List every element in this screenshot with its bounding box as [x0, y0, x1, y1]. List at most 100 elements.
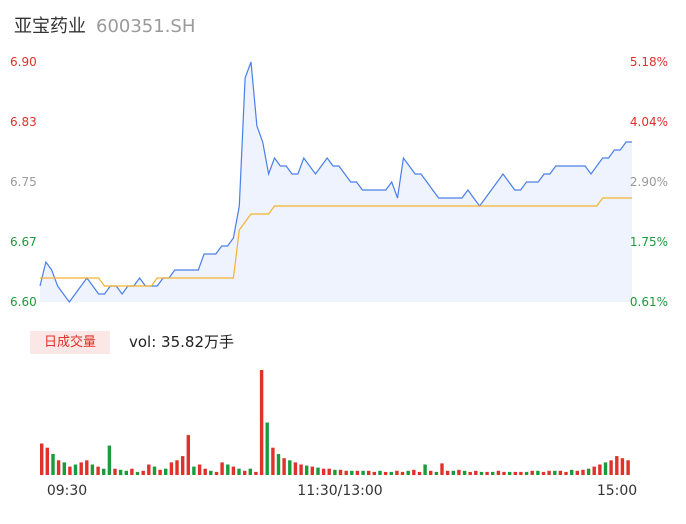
volume-bar — [558, 470, 563, 475]
volume-bar — [496, 470, 501, 475]
volume-bar — [564, 471, 568, 475]
y-tick-right: 5.18% — [630, 55, 668, 69]
stock-title: 亚宝药业 600351.SH — [14, 12, 195, 38]
volume-bar — [45, 447, 49, 475]
volume-bar — [355, 470, 360, 475]
volume-bar — [620, 458, 625, 475]
volume-bar — [344, 470, 348, 475]
volume-bar — [51, 454, 55, 475]
volume-bar — [62, 462, 66, 475]
average-price-line — [40, 197, 632, 287]
volume-bar — [417, 471, 422, 475]
volume-bar — [310, 466, 314, 475]
x-tick-label: 15:00 — [597, 483, 637, 499]
y-tick-right: 2.90% — [630, 175, 668, 189]
volume-bar — [305, 465, 309, 475]
volume-bar — [378, 470, 382, 475]
volume-bar — [231, 466, 236, 475]
volume-bar — [164, 468, 168, 475]
volume-bar — [276, 454, 281, 475]
volume-bar — [479, 471, 484, 475]
y-tick-left: 6.67 — [10, 235, 37, 249]
volume-bar — [406, 470, 410, 475]
volume-bar — [113, 468, 117, 475]
volume-bar — [85, 460, 89, 475]
volume-bar — [389, 471, 393, 475]
volume-bar — [513, 471, 517, 475]
y-tick-right: 0.61% — [630, 295, 668, 309]
volume-bar — [372, 471, 376, 475]
volume-bar — [203, 468, 207, 475]
volume-bar — [226, 464, 230, 475]
volume-bar — [316, 467, 320, 475]
volume-bar — [457, 469, 461, 476]
volume-bar — [434, 471, 439, 475]
x-tick-label: 09:30 — [47, 483, 87, 499]
volume-bar — [158, 469, 162, 476]
volume-bar — [118, 469, 123, 476]
y-tick-left: 6.60 — [10, 295, 37, 309]
volume-bar — [429, 470, 433, 475]
volume-bar — [56, 460, 61, 475]
volume-bar — [293, 462, 298, 475]
volume-bar — [615, 456, 619, 475]
price-area-fill — [40, 62, 632, 302]
volume-bar — [530, 470, 534, 475]
volume-bar — [575, 470, 579, 475]
volume-bar — [383, 471, 388, 475]
y-tick-right: 1.75% — [630, 235, 668, 249]
volume-bar — [333, 469, 337, 476]
x-tick-label: 11:30/13:00 — [297, 483, 382, 499]
volume-bar — [186, 435, 190, 475]
volume-bar — [197, 464, 202, 475]
volume-bar — [468, 471, 472, 475]
volume-bar — [626, 460, 630, 475]
price-line — [39, 61, 632, 304]
volume-bar — [570, 469, 574, 476]
volume-bar — [609, 460, 613, 475]
volume-bar — [107, 445, 112, 475]
volume-bar — [147, 464, 151, 475]
volume-bar — [237, 468, 241, 475]
volume-bar — [338, 469, 343, 476]
volume-bar — [209, 470, 213, 475]
volume-bar — [135, 471, 140, 475]
stock-name: 亚宝药业 — [14, 16, 86, 37]
volume-bar — [214, 471, 219, 475]
volume-bar — [192, 466, 196, 475]
volume-bar — [547, 470, 551, 475]
volume-bar — [79, 462, 83, 475]
volume-bar — [361, 470, 365, 475]
volume-bar — [243, 470, 247, 475]
y-tick-left: 6.83 — [10, 115, 37, 129]
volume-bar — [412, 469, 416, 476]
volume-bar — [423, 464, 427, 475]
volume-bar — [400, 471, 405, 475]
volume-bar — [350, 470, 354, 475]
volume-bar — [175, 460, 179, 475]
volume-bar — [367, 470, 371, 475]
tab-daily-volume[interactable]: 日成交量 — [30, 331, 110, 354]
volume-bar — [96, 466, 100, 475]
volume-bar — [445, 470, 450, 475]
volume-bar — [581, 469, 585, 476]
volume-bar — [68, 466, 72, 475]
volume-bar — [321, 468, 326, 475]
volume-bar — [265, 422, 269, 475]
volume-bar — [451, 470, 455, 475]
volume-bar — [73, 464, 78, 475]
volume-bar — [130, 468, 134, 475]
volume-bar — [282, 458, 286, 475]
volume-bar — [220, 462, 224, 475]
volume-bar — [248, 468, 252, 475]
volume-bar — [395, 470, 399, 475]
volume-bar — [536, 470, 540, 475]
volume-bar — [586, 468, 591, 475]
y-tick-left: 6.90 — [10, 55, 37, 69]
y-tick-left: 6.75 — [10, 175, 37, 189]
volume-bar — [474, 470, 478, 475]
volume-bar — [603, 462, 608, 475]
volume-bar — [90, 464, 95, 475]
volume-bar — [519, 471, 523, 475]
volume-bar — [299, 464, 303, 475]
